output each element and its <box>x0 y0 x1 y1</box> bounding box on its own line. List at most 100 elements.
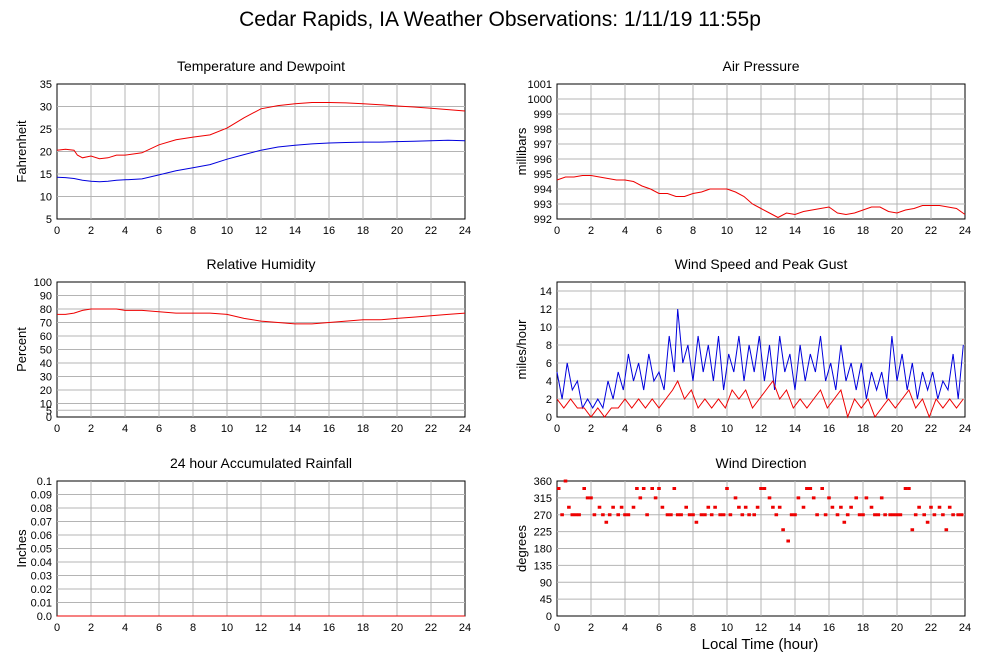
wind-direction-point <box>774 513 779 517</box>
wind-direction-point <box>903 487 908 490</box>
wind-direction-point <box>845 513 850 517</box>
wind-direction-point <box>604 520 609 524</box>
wind-direction-point <box>567 505 571 509</box>
temperature-y-label: Fahrenheit <box>14 120 29 183</box>
y-tick-label: 10 <box>40 192 52 204</box>
y-tick-label: 0.01 <box>31 598 52 610</box>
y-tick-label: 270 <box>534 510 552 522</box>
wind-direction-point <box>706 505 711 509</box>
wind-direction-point <box>619 505 624 509</box>
y-tick-label: 225 <box>534 527 552 539</box>
x-tick-label: 8 <box>690 622 696 634</box>
y-tick-label: 4 <box>546 376 552 388</box>
x-tick-label: 24 <box>459 423 471 435</box>
wind-direction-point <box>839 505 843 509</box>
wind-direction-point <box>675 513 680 517</box>
x-tick-label: 18 <box>357 225 369 237</box>
wind-direction-point <box>842 520 847 524</box>
x-tick-label: 6 <box>156 225 162 237</box>
y-tick-label: 40 <box>40 358 52 370</box>
y-tick-label: 80 <box>40 304 52 316</box>
wind-direction-point <box>645 513 649 517</box>
wind-direction-point <box>747 513 751 517</box>
wind-direction-point <box>805 487 809 490</box>
wind-direction-point <box>635 487 639 490</box>
x-tick-label: 10 <box>221 423 233 435</box>
wind-direction-point <box>725 487 729 490</box>
wind-direction-point <box>597 505 602 509</box>
y-tick-label: 15 <box>40 169 52 181</box>
x-tick-label: 8 <box>190 423 196 435</box>
x-tick-label: 20 <box>891 622 903 634</box>
y-tick-label: 30 <box>40 102 52 114</box>
y-tick-label: 0.08 <box>31 503 52 515</box>
y-tick-label: 315 <box>534 493 552 505</box>
x-tick-label: 8 <box>690 225 696 237</box>
wind-direction-point <box>631 505 636 509</box>
wind-direction-point <box>771 505 775 509</box>
x-tick-label: 2 <box>88 225 94 237</box>
wind-direction-point <box>895 513 899 517</box>
wind-direction-point <box>611 505 615 509</box>
wind-direction-point <box>718 513 722 517</box>
wind-direction-point <box>823 513 828 517</box>
temperature-title: Temperature and Dewpoint <box>177 58 345 74</box>
x-tick-label: 4 <box>622 622 628 634</box>
wind-direction-point <box>864 496 869 500</box>
y-tick-label: 0 <box>546 412 552 424</box>
wind-direction-point <box>752 513 756 517</box>
x-tick-label: 24 <box>959 423 971 435</box>
y-tick-label: 2 <box>546 394 552 406</box>
wind-speed-y-label: miles/hour <box>514 319 529 380</box>
wind-direction-point <box>879 496 884 500</box>
x-tick-label: 14 <box>789 225 801 237</box>
x-tick-label: 4 <box>122 225 128 237</box>
x-tick-label: 18 <box>857 622 869 634</box>
x-tick-label: 24 <box>959 622 971 634</box>
wind-direction-point <box>888 513 892 517</box>
wind-direction-point <box>876 513 881 517</box>
y-tick-label: 60 <box>40 331 52 343</box>
wind-direction-point <box>793 513 797 517</box>
wind-direction-point <box>755 505 760 509</box>
wind-direction-point <box>563 479 568 483</box>
wind-direction-point <box>585 496 590 500</box>
wind-direction-point <box>951 513 955 517</box>
y-tick-label: 135 <box>534 560 552 572</box>
wind-direction-point <box>623 513 627 517</box>
wind-direction-point <box>891 513 896 517</box>
x-tick-label: 2 <box>588 423 594 435</box>
wind-direction-point <box>607 513 612 517</box>
wind-direction-point <box>577 513 581 517</box>
x-tick-label: 4 <box>122 622 128 634</box>
humidity-chart: 0 2 4 6 8 10 12 14 16 18 20 22 240510203040506070809… <box>14 256 471 435</box>
y-tick-label: 0.09 <box>31 490 52 502</box>
wind-direction-chart: 0 2 4 6 8 10 12 14 16 18 20 22 240459013518022527031… <box>514 455 971 634</box>
rainfall-chart: 0 2 4 6 8 10 12 14 16 18 20 22 240.00.010.020.030.04… <box>14 455 471 634</box>
x-tick-label: 18 <box>857 225 869 237</box>
y-tick-label: 996 <box>534 154 552 166</box>
x-tick-label: 16 <box>323 423 335 435</box>
x-tick-label: 0 <box>54 622 60 634</box>
y-tick-label: 20 <box>40 385 52 397</box>
wind-direction-point <box>684 505 688 509</box>
x-tick-label: 4 <box>622 423 628 435</box>
wind-direction-point <box>759 487 763 490</box>
y-tick-label: 0 <box>546 611 552 623</box>
pressure-series-red <box>556 175 966 219</box>
wind-direction-point <box>898 513 903 517</box>
x-tick-label: 6 <box>656 225 662 237</box>
wind-speed-series-blue <box>556 308 964 410</box>
y-tick-label: 100 <box>34 277 52 289</box>
x-tick-label: 0 <box>554 622 560 634</box>
y-tick-label: 995 <box>534 169 552 181</box>
wind-direction-point <box>910 528 915 532</box>
y-tick-label: 70 <box>40 318 52 330</box>
x-tick-label: 8 <box>190 622 196 634</box>
wind-direction-y-label: degrees <box>514 525 529 572</box>
y-tick-label: 360 <box>534 476 552 488</box>
wind-direction-point <box>913 513 918 517</box>
y-tick-label: 5 <box>46 214 52 226</box>
